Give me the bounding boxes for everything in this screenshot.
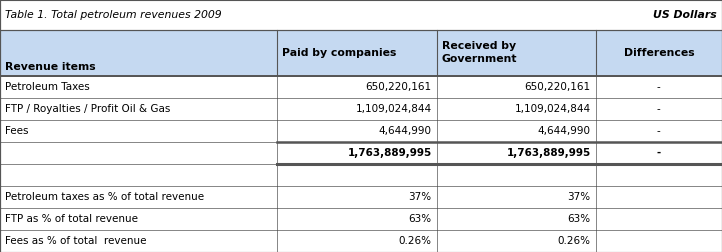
Bar (277, 208, 437, 230)
Bar (596, 230, 722, 252)
Text: 4,644,990: 4,644,990 (538, 126, 591, 136)
Text: -: - (657, 148, 661, 158)
Bar (596, 142, 722, 164)
Text: -: - (657, 104, 661, 114)
Bar (437, 208, 596, 230)
Bar (0, 230, 277, 252)
Text: Petroleum taxes as % of total revenue: Petroleum taxes as % of total revenue (5, 192, 204, 202)
Text: 63%: 63% (567, 214, 591, 224)
Text: Petroleum Taxes: Petroleum Taxes (5, 82, 90, 92)
Bar (0, 30, 277, 76)
Bar (0, 208, 277, 230)
Text: US Dollars: US Dollars (653, 10, 717, 20)
Bar (277, 120, 437, 142)
Bar (277, 142, 437, 164)
Text: Differences: Differences (624, 48, 694, 58)
Bar (596, 120, 722, 142)
Bar (437, 76, 596, 98)
Text: 1,763,889,995: 1,763,889,995 (506, 148, 591, 158)
Text: Fees: Fees (5, 126, 29, 136)
Text: 650,220,161: 650,220,161 (524, 82, 591, 92)
Bar (437, 164, 596, 186)
Bar (0, 142, 277, 164)
Text: 650,220,161: 650,220,161 (365, 82, 432, 92)
Text: 0.26%: 0.26% (399, 236, 432, 246)
Bar (596, 76, 722, 98)
Text: Paid by companies: Paid by companies (282, 48, 396, 58)
Bar (437, 186, 596, 208)
Text: Revenue items: Revenue items (5, 62, 96, 72)
Bar (0, 98, 277, 120)
Text: 63%: 63% (409, 214, 432, 224)
Text: 4,644,990: 4,644,990 (379, 126, 432, 136)
Bar (277, 30, 437, 76)
Bar (0, 120, 277, 142)
Bar (437, 98, 596, 120)
Bar (0, 76, 277, 98)
Bar (596, 30, 722, 76)
Text: Fees as % of total  revenue: Fees as % of total revenue (5, 236, 147, 246)
Bar (596, 186, 722, 208)
Bar (596, 164, 722, 186)
Bar (437, 120, 596, 142)
Bar (596, 98, 722, 120)
Bar (0, 0, 722, 30)
Text: FTP / Royalties / Profit Oil & Gas: FTP / Royalties / Profit Oil & Gas (5, 104, 170, 114)
Bar (277, 164, 437, 186)
Bar (277, 76, 437, 98)
Text: Received by
Government: Received by Government (442, 42, 518, 64)
Text: FTP as % of total revenue: FTP as % of total revenue (5, 214, 138, 224)
Bar (437, 30, 596, 76)
Bar (437, 142, 596, 164)
Text: 37%: 37% (567, 192, 591, 202)
Bar (277, 186, 437, 208)
Bar (277, 230, 437, 252)
Text: 1,763,889,995: 1,763,889,995 (347, 148, 432, 158)
Bar (277, 98, 437, 120)
Bar (0, 186, 277, 208)
Bar (596, 208, 722, 230)
Bar (437, 230, 596, 252)
Text: Table 1. Total petroleum revenues 2009: Table 1. Total petroleum revenues 2009 (5, 10, 222, 20)
Text: -: - (657, 82, 661, 92)
Text: -: - (657, 126, 661, 136)
Text: 0.26%: 0.26% (557, 236, 591, 246)
Text: 1,109,024,844: 1,109,024,844 (515, 104, 591, 114)
Text: 1,109,024,844: 1,109,024,844 (356, 104, 432, 114)
Text: 37%: 37% (409, 192, 432, 202)
Bar (0, 164, 277, 186)
